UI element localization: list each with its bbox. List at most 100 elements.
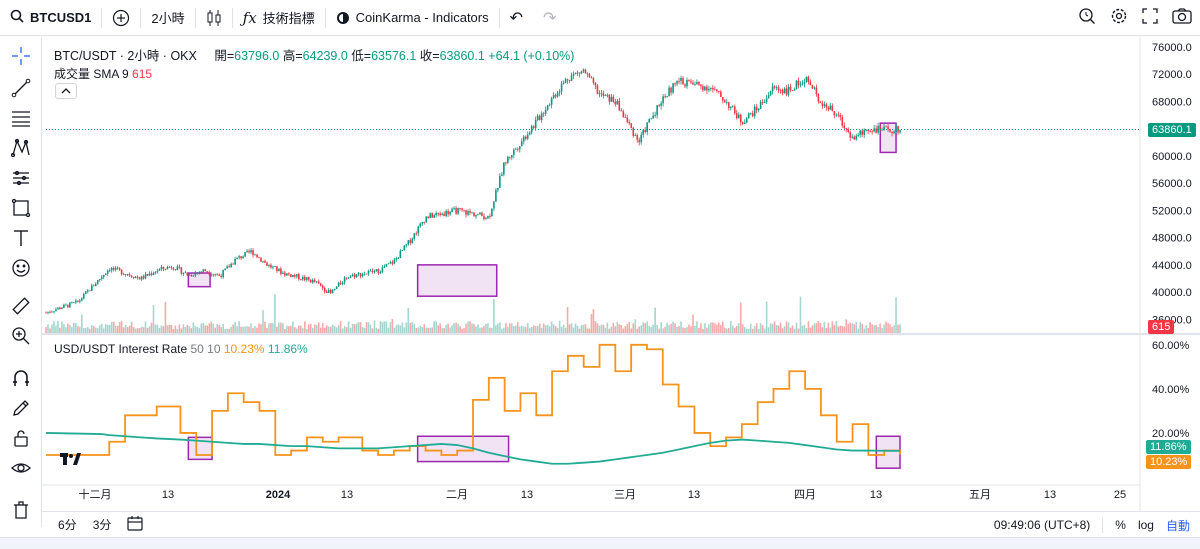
candle-body bbox=[600, 93, 603, 95]
volume-bar bbox=[431, 327, 433, 333]
volume-bar bbox=[389, 321, 392, 333]
text-tool[interactable] bbox=[8, 225, 34, 251]
date-range-button[interactable] bbox=[119, 515, 151, 534]
candle-body bbox=[140, 276, 143, 280]
volume-bar bbox=[843, 326, 846, 333]
candle-body bbox=[298, 274, 300, 280]
candle-body bbox=[186, 272, 189, 276]
draw-mode-tool[interactable] bbox=[8, 395, 34, 421]
trendline-tool[interactable] bbox=[8, 75, 34, 101]
candle-body bbox=[439, 213, 441, 216]
collapse-legend-button[interactable] bbox=[55, 83, 77, 99]
lock-icon bbox=[14, 430, 28, 447]
candle-body bbox=[811, 84, 814, 89]
percent-toggle[interactable]: % bbox=[1115, 518, 1126, 532]
volume-bar bbox=[505, 323, 507, 333]
candle-body bbox=[307, 277, 310, 280]
fib-tool[interactable] bbox=[8, 105, 34, 131]
lock-tool[interactable] bbox=[8, 425, 34, 451]
measure-tool[interactable] bbox=[8, 293, 34, 319]
candle-body bbox=[433, 215, 435, 218]
candle-body bbox=[148, 273, 151, 276]
auto-toggle[interactable]: 自動 bbox=[1165, 518, 1190, 533]
rate-highlight-feb bbox=[416, 435, 510, 463]
bottom-right-controls: 09:49:06 (UTC+8) % log 自動 bbox=[994, 512, 1190, 538]
volume-bar bbox=[889, 324, 891, 333]
volume-bar bbox=[138, 327, 141, 333]
candle-body bbox=[831, 105, 834, 112]
volume-bar bbox=[678, 326, 680, 333]
candle-body bbox=[282, 272, 284, 274]
compare-button[interactable] bbox=[102, 0, 140, 36]
delete-tool[interactable] bbox=[8, 497, 34, 523]
candle-body bbox=[536, 115, 539, 120]
function-icon: ƒx bbox=[242, 8, 257, 27]
volume-bar bbox=[793, 328, 796, 333]
volume-bar bbox=[604, 327, 607, 333]
volume-bar bbox=[861, 323, 863, 333]
chart-type-button[interactable] bbox=[196, 0, 232, 36]
candle-body bbox=[260, 257, 262, 262]
divider bbox=[498, 7, 500, 28]
range-6m-button[interactable]: 6分 bbox=[58, 518, 77, 532]
camera-icon[interactable] bbox=[1172, 7, 1192, 29]
template-button[interactable]: CoinKarma - Indicators bbox=[326, 0, 499, 36]
divider bbox=[1102, 517, 1104, 533]
candle-body bbox=[361, 274, 364, 277]
symbol-search[interactable]: BTCUSD1 bbox=[0, 0, 101, 36]
indicators-button[interactable]: ƒx 技術指標 bbox=[233, 0, 325, 36]
volume-bar bbox=[47, 324, 49, 333]
candle-body bbox=[393, 259, 396, 264]
volume-bar bbox=[489, 327, 491, 333]
projection-tool[interactable] bbox=[8, 165, 34, 191]
legend-title: BTC/USDT · 2小時 · OKX bbox=[54, 49, 197, 63]
divider bbox=[324, 7, 326, 28]
highlight-box-feb bbox=[416, 264, 498, 297]
volume-bar bbox=[393, 327, 396, 333]
volume-bar bbox=[686, 327, 688, 333]
zoom-tool[interactable] bbox=[8, 323, 34, 349]
volume-bar bbox=[777, 325, 780, 333]
quick-search-icon[interactable] bbox=[1078, 7, 1096, 30]
volume-bar bbox=[497, 323, 499, 333]
volume-bar bbox=[666, 322, 668, 333]
volume-bar bbox=[244, 326, 246, 333]
clock-label[interactable]: 09:49:06 (UTC+8) bbox=[993, 518, 1091, 532]
volume-bar bbox=[733, 327, 736, 333]
log-toggle[interactable]: log bbox=[1137, 518, 1154, 532]
volume-bar bbox=[481, 327, 483, 333]
candle-body bbox=[194, 272, 197, 276]
magnet-tool[interactable] bbox=[8, 365, 34, 391]
fullscreen-icon[interactable] bbox=[1142, 7, 1158, 29]
candle-body bbox=[538, 115, 541, 120]
undo-button[interactable]: ↶ bbox=[500, 0, 533, 36]
candle-body bbox=[459, 208, 461, 209]
emoji-tool[interactable] bbox=[8, 255, 34, 281]
volume-bar bbox=[361, 327, 364, 333]
candle-body bbox=[660, 103, 662, 106]
candle-body bbox=[467, 211, 469, 215]
interval-button[interactable]: 2小時 bbox=[141, 0, 194, 36]
candle-body bbox=[162, 266, 165, 269]
volume-bar bbox=[656, 324, 658, 333]
volume-bar bbox=[831, 321, 834, 333]
range-3m-button[interactable]: 3分 bbox=[92, 518, 112, 532]
gear-icon[interactable] bbox=[1110, 7, 1128, 30]
candle-body bbox=[409, 240, 412, 243]
candle-body bbox=[296, 274, 298, 277]
volume-bar bbox=[532, 325, 535, 333]
volume-bar bbox=[453, 323, 455, 333]
candle-body bbox=[228, 266, 230, 268]
volume-bar bbox=[65, 327, 67, 333]
volume-bar bbox=[676, 327, 678, 333]
visibility-tool[interactable] bbox=[8, 455, 34, 481]
shape-tool[interactable] bbox=[8, 195, 34, 221]
candle-body bbox=[335, 286, 338, 289]
crosshair-tool[interactable] bbox=[8, 43, 34, 69]
volume-bar bbox=[518, 326, 521, 333]
volume-bar bbox=[186, 325, 189, 333]
pattern-tool[interactable] bbox=[8, 135, 34, 161]
redo-button[interactable]: ↷ bbox=[533, 0, 566, 36]
candle-body bbox=[264, 260, 266, 263]
